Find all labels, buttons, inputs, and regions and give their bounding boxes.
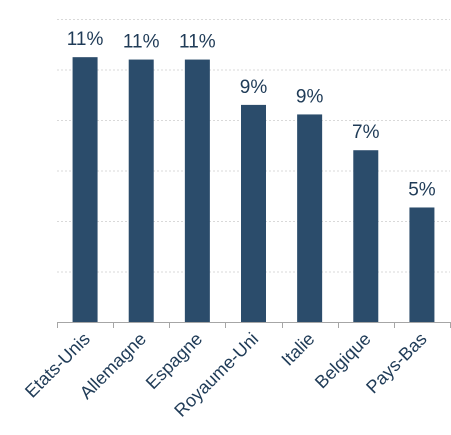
data-label: 7% — [352, 122, 380, 143]
bars — [72, 57, 435, 323]
data-label: 9% — [296, 86, 324, 107]
bar-pays-bas — [409, 207, 435, 322]
x-tick-label: Pays-Bas — [362, 329, 431, 398]
x-axis — [57, 322, 451, 328]
data-label: 9% — [240, 77, 268, 98]
x-tick-label: Italie — [277, 329, 318, 370]
data-label: 11% — [67, 29, 104, 50]
data-label: 11% — [123, 32, 160, 53]
data-label: 11% — [179, 32, 216, 53]
bar-royaume-uni — [241, 104, 266, 322]
bar-espagne — [184, 59, 210, 323]
bar-italie — [297, 114, 323, 322]
bar-allemagne — [128, 59, 154, 323]
data-label: 5% — [408, 179, 436, 200]
data-labels: 11% 11% 11% 9% 9% 7% 5% — [67, 29, 436, 200]
bar-etats-unis — [72, 57, 98, 323]
bar-belgique — [353, 150, 379, 322]
